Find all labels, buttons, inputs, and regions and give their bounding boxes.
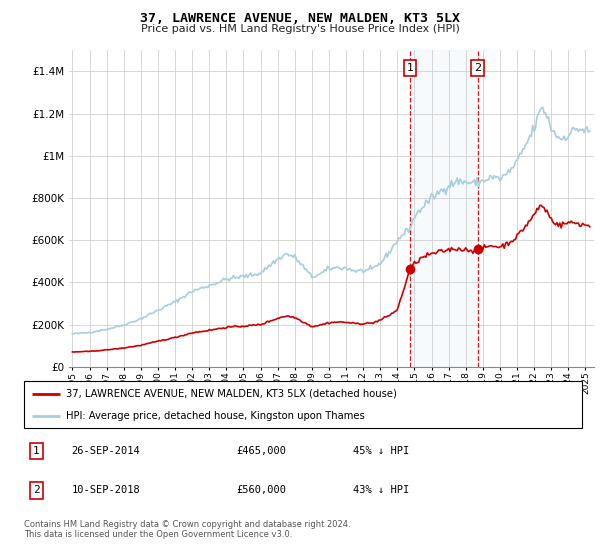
Text: 2: 2 [33, 486, 40, 496]
Text: 37, LAWRENCE AVENUE, NEW MALDEN, KT3 5LX: 37, LAWRENCE AVENUE, NEW MALDEN, KT3 5LX [140, 12, 460, 25]
Text: 1: 1 [33, 446, 40, 456]
Text: Price paid vs. HM Land Registry's House Price Index (HPI): Price paid vs. HM Land Registry's House … [140, 24, 460, 34]
Bar [410, 50, 478, 367]
Text: 2: 2 [474, 63, 481, 73]
Text: Contains HM Land Registry data © Crown copyright and database right 2024.
This d: Contains HM Land Registry data © Crown c… [24, 520, 350, 539]
Text: 26-SEP-2014: 26-SEP-2014 [71, 446, 140, 456]
Text: HPI: Average price, detached house, Kingston upon Thames: HPI: Average price, detached house, King… [66, 410, 365, 421]
Text: £560,000: £560,000 [236, 486, 286, 496]
Text: 37, LAWRENCE AVENUE, NEW MALDEN, KT3 5LX (detached house): 37, LAWRENCE AVENUE, NEW MALDEN, KT3 5LX… [66, 389, 397, 399]
Text: 10-SEP-2018: 10-SEP-2018 [71, 486, 140, 496]
Text: £465,000: £465,000 [236, 446, 286, 456]
Text: 43% ↓ HPI: 43% ↓ HPI [353, 486, 409, 496]
Text: 1: 1 [407, 63, 413, 73]
Text: 45% ↓ HPI: 45% ↓ HPI [353, 446, 409, 456]
